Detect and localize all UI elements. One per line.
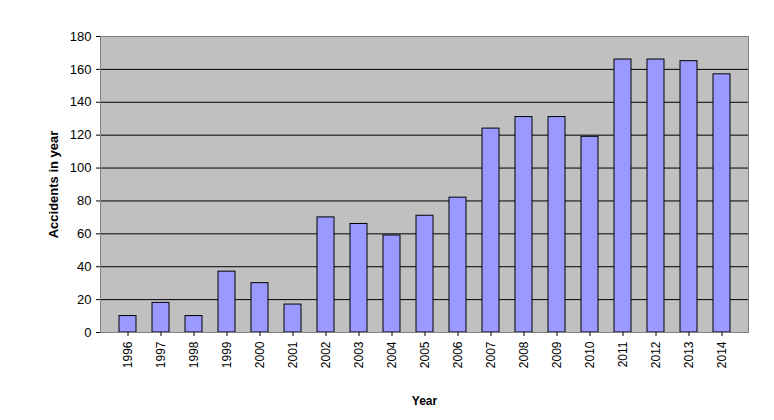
svg-text:80: 80 bbox=[77, 193, 91, 208]
svg-text:Accidents in year: Accidents in year bbox=[46, 131, 61, 239]
svg-text:180: 180 bbox=[70, 29, 92, 44]
svg-text:2000: 2000 bbox=[253, 341, 267, 368]
svg-text:140: 140 bbox=[70, 94, 92, 109]
svg-text:160: 160 bbox=[70, 62, 92, 77]
svg-text:1996: 1996 bbox=[121, 341, 135, 368]
svg-text:1997: 1997 bbox=[154, 341, 168, 368]
svg-text:40: 40 bbox=[77, 259, 91, 274]
svg-text:2011: 2011 bbox=[616, 341, 630, 367]
svg-text:100: 100 bbox=[70, 160, 92, 175]
svg-text:2013: 2013 bbox=[682, 341, 696, 368]
svg-text:Year: Year bbox=[412, 394, 438, 408]
svg-text:1998: 1998 bbox=[187, 341, 201, 368]
svg-text:2006: 2006 bbox=[451, 341, 465, 368]
svg-text:0: 0 bbox=[84, 325, 91, 340]
svg-text:2002: 2002 bbox=[319, 341, 333, 368]
svg-text:2010: 2010 bbox=[583, 341, 597, 368]
svg-text:2009: 2009 bbox=[550, 341, 564, 368]
svg-text:2004: 2004 bbox=[385, 341, 399, 368]
svg-text:2007: 2007 bbox=[484, 341, 498, 368]
svg-text:20: 20 bbox=[77, 292, 91, 307]
svg-text:2014: 2014 bbox=[715, 341, 729, 368]
svg-text:2001: 2001 bbox=[286, 341, 300, 368]
svg-text:2005: 2005 bbox=[418, 341, 432, 368]
svg-text:2012: 2012 bbox=[649, 341, 663, 368]
svg-text:2003: 2003 bbox=[352, 341, 366, 368]
svg-text:2008: 2008 bbox=[517, 341, 531, 368]
svg-text:60: 60 bbox=[77, 226, 91, 241]
svg-text:120: 120 bbox=[70, 127, 92, 142]
svg-text:1999: 1999 bbox=[220, 341, 234, 368]
